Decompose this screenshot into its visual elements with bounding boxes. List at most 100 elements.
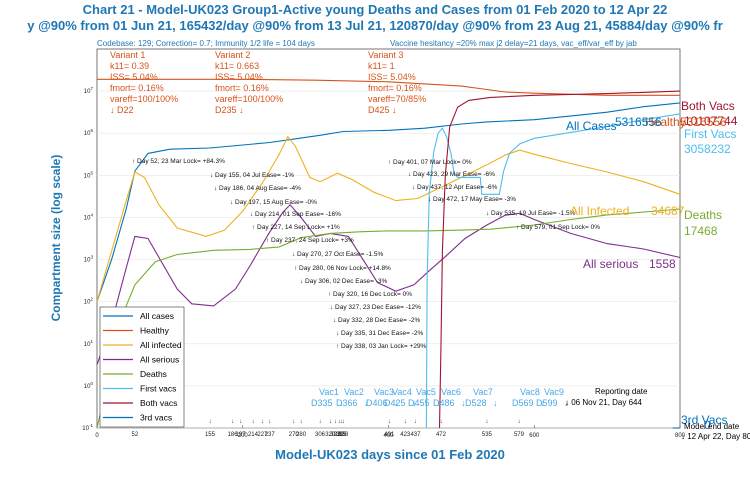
variant-line: Variant 1 (110, 50, 145, 60)
lockdown-label: ↓ Day 472, 17 May Ease= -3% (428, 196, 516, 203)
y-tick-label: 100 (84, 381, 94, 390)
lockdown-label: ↓ Day 186, 04 Aug Ease= -4% (214, 185, 301, 192)
event-tick-label: 270 (289, 432, 300, 438)
info-right: Vaccine hesitancy =20% max j2 delay=21 d… (390, 39, 637, 48)
variant-line: fmort= 0.16% (110, 83, 164, 93)
model-end-title: Model end date (684, 422, 740, 431)
event-arrow: ↓ (292, 419, 295, 425)
y-tick-exp: -1 (89, 423, 93, 428)
event-arrow: ↓ (439, 419, 442, 425)
y-tick-base: 10 (84, 173, 91, 179)
end-label-value: 10107744 (684, 114, 738, 128)
y-tick-exp: 6 (90, 128, 93, 133)
series-line-all-cases (96, 102, 681, 302)
y-tick-exp: 3 (90, 255, 93, 260)
end-label-text: All Cases (566, 119, 617, 133)
lockdown-label: ↑ Day 401, 07 Mar Lock= 0% (388, 159, 472, 166)
x-major-tick-label: 0 (95, 433, 99, 439)
lockdown-label: ↑ Day 579, 01 Sep Lock= 0% (516, 224, 600, 231)
legend-label: All cases (140, 311, 174, 321)
x-axis-label: Model-UK023 days since 01 Feb 2020 (275, 447, 505, 462)
variant-line: ↓ D22 (110, 105, 134, 115)
lockdown-label: ↓ Day 535, 19 Jul Ease= -1.5% (486, 210, 576, 217)
vac-arrow: ↓ (540, 398, 545, 408)
end-label-text: First Vacs (684, 127, 736, 141)
lockdown-label: ↑ Day 227, 14 Sep Lock= +1% (252, 224, 340, 231)
legend-box (99, 306, 185, 428)
legend-label: 3rd vacs (140, 413, 172, 423)
y-tick-label: 107 (84, 86, 94, 95)
vac-name: Vac3 (374, 387, 394, 397)
vac-arrow: ↓ (364, 398, 369, 408)
y-tick-base: 10 (84, 300, 91, 306)
event-tick-label: 327 (330, 432, 341, 438)
end-label-all-infected: All Infected 34687 (570, 204, 685, 218)
vac-day: D599 (536, 398, 558, 408)
series-line-first-vacs (425, 113, 681, 429)
event-tick-label: 335 (336, 432, 347, 438)
end-label-value: 5316556 (615, 115, 662, 129)
vac-arrow: ↓ (493, 398, 498, 408)
lockdown-label: ↓ Day 197, 15 Aug Ease= -0% (230, 199, 317, 206)
x-major-tick-label: 200 (238, 433, 249, 439)
legend-label: Healthy (140, 326, 170, 336)
lockdown-label: ↑ Day 280, 06 Nov Lock= +14.8% (294, 265, 391, 272)
event-arrow: ↓ (251, 419, 254, 425)
vac-arrow: ↓ (339, 398, 344, 408)
gridlines (97, 90, 680, 429)
lockdown-label: ↑ Day 52, 23 Mar Lock= +84.3% (132, 158, 225, 165)
event-arrow: ↓ (239, 419, 242, 425)
vac-name: Vac9 (544, 387, 564, 397)
y-tick-label: 103 (84, 255, 94, 264)
end-label-value: 17468 (684, 224, 718, 238)
x-major-tick-label: 800 (675, 433, 686, 439)
vac-name: Vac7 (473, 387, 493, 397)
vac-day: D335 (311, 398, 333, 408)
end-label-value: 0 (704, 418, 711, 432)
vac-name: Vac5 (416, 387, 436, 397)
x-tick-labels: 0 200 400 600 800 ↓ 52 ↓ 155 ↓ 186 ↓ 197 ↓ 214 ↓ 227 ↓ 237… (95, 419, 685, 439)
y-tick-exp: 2 (90, 297, 93, 302)
vac-day: D486 (433, 398, 455, 408)
lockdown-label: ↑ Day 320, 16 Dec Lock= 0% (328, 291, 412, 298)
event-arrow: ↓ (268, 419, 271, 425)
variant-line: Variant 2 (215, 50, 250, 60)
end-label-value: 5316556 (680, 115, 727, 129)
legend-label: Deaths (140, 369, 167, 379)
vac-name: Vac6 (441, 387, 461, 397)
y-tick-base: 10 (84, 258, 91, 264)
event-arrow: ↓ (342, 419, 345, 425)
event-tick-label: 306 (315, 432, 326, 438)
lockdown-label: ↓ Day 327, 23 Dec Ease= -12% (330, 304, 421, 311)
y-tick-base: 10 (84, 342, 91, 348)
series-line-both-vacs (438, 90, 681, 429)
y-tick-exp: 7 (90, 86, 93, 91)
legend-label: All infected (140, 340, 182, 350)
event-arrow: ↓ (261, 419, 264, 425)
end-label-value: 34687 (651, 204, 685, 218)
end-label-text: Deaths (684, 208, 722, 222)
chart-subtitle: y @90% from 01 Jun 21, 165432/day @90% f… (27, 18, 723, 33)
event-tick-label: 280 (296, 432, 307, 438)
event-arrow: ↓ (337, 419, 340, 425)
variant-line: vareff=100/100% (215, 94, 283, 104)
y-tick-base: 10 (82, 426, 89, 432)
lockdown-label: ↓ Day 270, 27 Oct Ease= -1.5% (292, 251, 383, 258)
y-tick-base: 10 (84, 131, 91, 137)
end-label-text: Both Vacs (681, 99, 735, 113)
y-axis-label: Compartment size (log scale) (49, 155, 63, 322)
vac-day: D455 (408, 398, 430, 408)
variant-line: k11= 1 (368, 61, 395, 71)
lockdown-label: ↓ Day 306, 02 Dec Ease= -3% (300, 278, 387, 285)
event-arrow: ↓ (329, 419, 332, 425)
end-label-text: All serious (583, 257, 638, 271)
vac-arrow: ↓ (461, 398, 466, 408)
legend-label: All serious (140, 355, 179, 365)
end-label-all-serious: All serious 1558 (583, 257, 676, 271)
event-tick-label: 423 (400, 432, 411, 438)
variant-line: ISS= 5.04% (215, 72, 263, 82)
